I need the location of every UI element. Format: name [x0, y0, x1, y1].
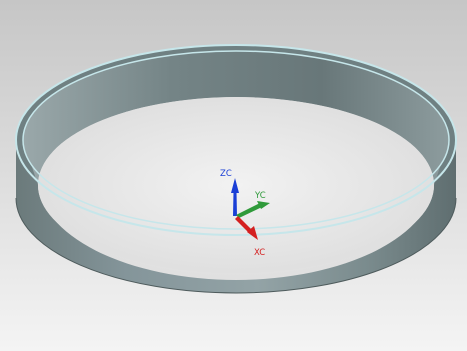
zc-axis[interactable]: ZC: [220, 169, 239, 216]
zc-label: ZC: [220, 169, 232, 179]
zc-arrow: [233, 192, 237, 216]
xc-arrow: [235, 216, 252, 233]
yc-arrow: [236, 203, 262, 218]
xc-label: XC: [254, 248, 265, 258]
zc-arrow-head: [231, 178, 239, 193]
xc-axis[interactable]: XC: [235, 216, 265, 258]
yc-label: YC: [254, 191, 266, 201]
wcs-triad[interactable]: ZC YC XC: [220, 169, 270, 258]
ring-rim-inner-edge: [22, 50, 450, 230]
ring-bottom-edge: [15, 197, 457, 294]
ring-rim-outer-edge: [15, 44, 457, 236]
yc-axis[interactable]: YC: [236, 191, 270, 218]
ring-inner-back-wall: [23, 51, 449, 185]
yc-arrow-head: [257, 201, 270, 209]
xc-arrow-head: [247, 226, 258, 240]
